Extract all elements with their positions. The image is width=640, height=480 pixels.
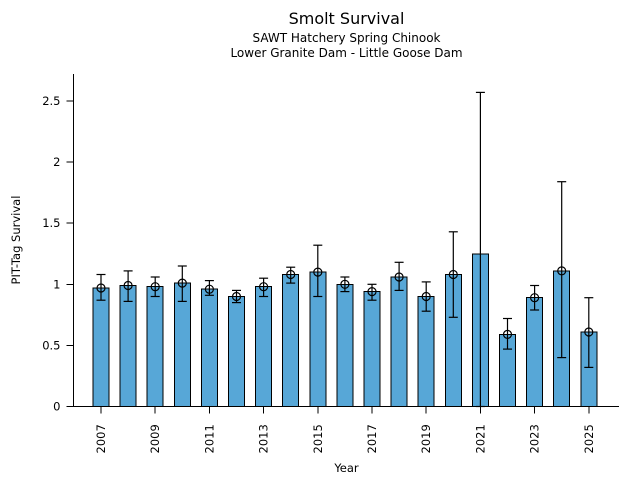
point-marker-2018 xyxy=(394,272,404,282)
chart-subtitle-line1: SAWT Hatchery Spring Chinook xyxy=(252,31,441,45)
bar-2008 xyxy=(119,285,137,407)
bar-2007 xyxy=(92,287,110,407)
x-tick-label-2009: 2009 xyxy=(148,424,162,453)
bar-2009 xyxy=(146,286,164,408)
point-marker-2019 xyxy=(421,291,431,302)
y-tick-label-1.5: 1.5 xyxy=(42,216,60,230)
point-marker-2025 xyxy=(584,327,594,337)
bar-2019 xyxy=(417,296,435,407)
point-marker-2016 xyxy=(340,279,350,289)
point-marker-2020 xyxy=(448,269,458,280)
x-tick-label-2021: 2021 xyxy=(473,424,487,453)
bar-2023 xyxy=(526,297,544,408)
bar-2018 xyxy=(390,276,408,407)
point-marker-2012 xyxy=(231,291,242,302)
point-marker-2009 xyxy=(150,282,160,292)
x-tick-label-2019: 2019 xyxy=(419,424,433,453)
point-marker-2014 xyxy=(286,269,296,280)
y-tick-label-1: 1 xyxy=(53,277,60,291)
x-axis-label: Year xyxy=(334,461,359,475)
bar-2016 xyxy=(336,283,354,407)
point-marker-2013 xyxy=(259,282,269,292)
y-tick-label-2.5: 2.5 xyxy=(42,94,60,108)
y-tick-label-0.5: 0.5 xyxy=(42,338,60,352)
bar-2017 xyxy=(363,291,381,408)
bar-2012 xyxy=(228,296,245,407)
point-marker-2011 xyxy=(204,284,214,294)
x-tick-label-2007: 2007 xyxy=(94,424,108,453)
y-tick-label-2: 2 xyxy=(53,155,60,169)
chart-subtitle-line2: Lower Granite Dam - Little Goose Dam xyxy=(230,46,463,60)
point-marker-2023 xyxy=(529,293,540,303)
bar-2011 xyxy=(200,288,218,408)
y-tick-label-0: 0 xyxy=(53,400,60,414)
x-tick-label-2017: 2017 xyxy=(365,424,379,453)
x-tick-label-2025: 2025 xyxy=(582,424,596,453)
x-tick-label-2013: 2013 xyxy=(257,424,271,453)
point-marker-2010 xyxy=(177,278,187,288)
x-tick-label-2015: 2015 xyxy=(311,424,325,453)
point-marker-2007 xyxy=(96,283,106,293)
point-marker-2017 xyxy=(367,287,377,297)
bar-2014 xyxy=(282,274,300,407)
point-marker-2024 xyxy=(557,266,567,276)
point-marker-2022 xyxy=(502,329,513,339)
point-marker-2008 xyxy=(123,280,133,291)
chart-title: Smolt Survival xyxy=(288,9,405,28)
point-marker-2015 xyxy=(313,267,323,277)
x-tick-label-2011: 2011 xyxy=(202,424,216,453)
x-tick-label-2023: 2023 xyxy=(528,424,542,453)
bar-2013 xyxy=(255,286,273,408)
